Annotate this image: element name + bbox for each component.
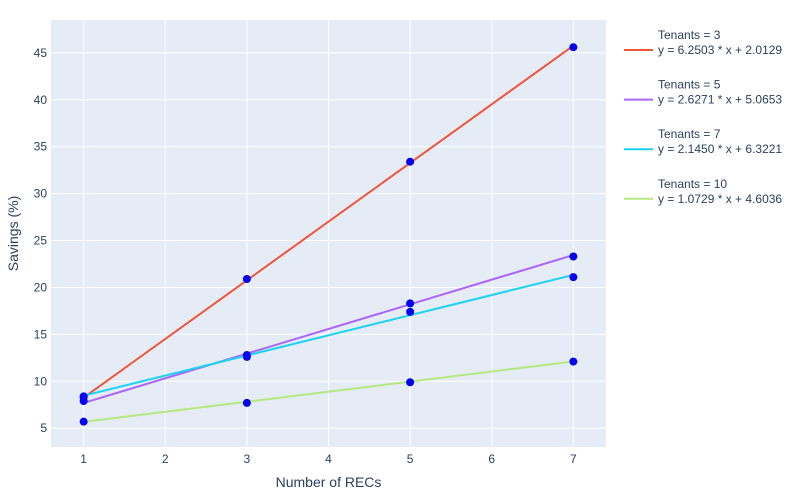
- legend-series-name: Tenants = 7: [658, 127, 721, 141]
- legend-series-equation: y = 6.2503 * x + 2.0129: [658, 43, 782, 57]
- data-point-series-4: [242, 398, 251, 407]
- y-axis-ticks: 5 10 15 20 25 30 35 40 45: [34, 46, 48, 435]
- data-point-series-3: [242, 352, 251, 361]
- y-tick-label: 5: [40, 421, 47, 435]
- data-point-series-4: [79, 417, 88, 426]
- legend-series-name: Tenants = 3: [658, 28, 721, 42]
- y-tick-label: 10: [34, 374, 48, 388]
- data-point-series-2: [569, 252, 578, 261]
- y-tick-label: 35: [34, 140, 48, 154]
- legend[interactable]: Tenants = 3y = 6.2503 * x + 2.0129Tenant…: [624, 28, 782, 206]
- y-tick-label: 45: [34, 46, 48, 60]
- legend-series-equation: y = 2.1450 * x + 6.3221: [658, 142, 782, 156]
- x-axis-title: Number of RECs: [276, 474, 382, 490]
- y-tick-label: 40: [34, 93, 48, 107]
- x-tick-label: 1: [80, 452, 87, 466]
- x-tick-label: 6: [488, 452, 495, 466]
- legend-series-name: Tenants = 5: [658, 78, 721, 92]
- fit-line-series-2: [83, 254, 574, 404]
- data-point-series-3: [79, 392, 88, 401]
- fit-lines: [83, 44, 574, 423]
- fit-line-series-4: [83, 360, 574, 423]
- legend-item-series-2[interactable]: Tenants = 5y = 2.6271 * x + 5.0653: [624, 78, 782, 107]
- legend-series-equation: y = 2.6271 * x + 5.0653: [658, 93, 782, 107]
- data-point-series-4: [406, 378, 415, 387]
- legend-item-series-3[interactable]: Tenants = 7y = 2.1450 * x + 6.3221: [624, 127, 782, 156]
- y-tick-label: 20: [34, 280, 48, 294]
- data-points: [79, 43, 578, 426]
- y-tick-label: 25: [34, 234, 48, 248]
- x-tick-label: 7: [570, 452, 577, 466]
- x-tick-label: 4: [325, 452, 332, 466]
- x-tick-label: 3: [244, 452, 251, 466]
- y-tick-label: 15: [34, 327, 48, 341]
- x-tick-label: 2: [162, 452, 169, 466]
- data-point-series-4: [569, 357, 578, 366]
- y-tick-label: 30: [34, 187, 48, 201]
- legend-item-series-1[interactable]: Tenants = 3y = 6.2503 * x + 2.0129: [624, 28, 782, 57]
- legend-item-series-4[interactable]: Tenants = 10y = 1.0729 * x + 4.6036: [624, 177, 782, 206]
- x-axis-ticks: 1 2 3 4 5 6 7: [80, 452, 577, 466]
- data-point-series-2: [406, 299, 415, 308]
- data-point-series-1: [406, 157, 415, 166]
- y-axis-title: Savings (%): [5, 196, 21, 271]
- fit-line-series-3: [83, 273, 574, 397]
- data-point-series-3: [569, 273, 578, 282]
- x-tick-label: 5: [407, 452, 414, 466]
- fit-line-series-1: [83, 44, 574, 399]
- data-point-series-1: [242, 275, 251, 284]
- data-point-series-3: [406, 307, 415, 316]
- data-point-series-1: [569, 43, 578, 52]
- legend-series-name: Tenants = 10: [658, 177, 727, 191]
- legend-series-equation: y = 1.0729 * x + 4.6036: [658, 192, 782, 206]
